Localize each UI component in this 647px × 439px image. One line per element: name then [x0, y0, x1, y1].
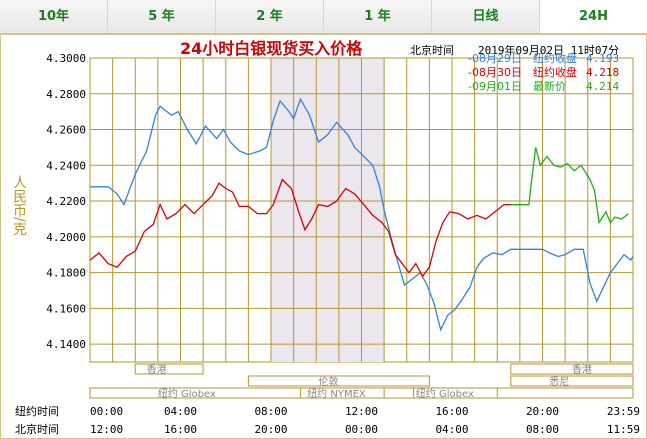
price-series-2 — [510, 147, 629, 225]
y-tick-label: 4.2200 — [46, 195, 86, 208]
y-tick-label: 4.1800 — [46, 267, 86, 280]
tab-daily[interactable]: 日线 — [432, 0, 540, 33]
x-tick-label: 16:00 — [164, 423, 197, 436]
y-tick-label: 4.1600 — [46, 302, 86, 315]
y-tick-label: 4.3000 — [46, 52, 86, 65]
tab-24h[interactable]: 24H — [540, 0, 647, 33]
x-tick-label: 20:00 — [254, 423, 287, 436]
tab-10y[interactable]: 10年 — [0, 0, 108, 33]
session-label: 香港 — [572, 364, 592, 376]
y-tick-label: 4.1400 — [46, 338, 86, 351]
shaded-period — [271, 58, 385, 362]
tab-5y[interactable]: 5 年 — [108, 0, 216, 33]
session-label: 纽约 NYMEX — [307, 387, 366, 400]
legend-value: 4.218 — [586, 66, 619, 79]
legend-value: 4.214 — [586, 80, 619, 93]
x-row-label: 纽约时间 — [15, 404, 59, 418]
chart-title: 24小时白银现货买入价格 — [180, 39, 363, 58]
legend-date: -08月29日 — [468, 52, 522, 65]
session-label: 香港 — [147, 364, 167, 376]
price-series-1 — [89, 178, 529, 278]
session-bar — [413, 387, 498, 399]
x-tick-label: 16:00 — [435, 405, 468, 418]
x-tick-label: 00:00 — [345, 423, 378, 436]
x-tick-label: 12:00 — [90, 423, 123, 436]
legend-kind: 纽约收盘 — [533, 51, 577, 65]
x-tick-label: 23:59 — [607, 405, 640, 418]
session-bar — [247, 375, 430, 387]
period-tabs: 10年 5 年 2 年 1 年 日线 24H — [0, 0, 647, 34]
legend-date: -09月01日 — [468, 80, 522, 93]
legend-date: -08月30日 — [468, 66, 522, 79]
x-tick-label: 04:00 — [435, 423, 468, 436]
session-label: 纽约 Globex — [158, 387, 216, 400]
time-label: 北京时间 — [410, 43, 454, 57]
y-tick-label: 4.2600 — [46, 124, 86, 137]
legend: -08月29日 纽约收盘 4.193 -08月30日 纽约收盘 4.218 -09月01日最… — [468, 51, 619, 93]
y-axis-label: 人民币/克 — [11, 175, 27, 237]
session-bar — [510, 363, 634, 375]
x-tick-label: 20:00 — [526, 405, 559, 418]
legend-kind: 纽约收盘 — [533, 65, 577, 79]
session-bar — [299, 387, 385, 399]
session-label: 纽约 Globex — [416, 387, 474, 400]
x-row-label: 北京时间 — [15, 422, 59, 436]
session-bar — [510, 375, 634, 387]
x-tick-label: 11:59 — [607, 423, 640, 436]
session-bar — [134, 363, 204, 375]
tab-1y[interactable]: 1 年 — [324, 0, 432, 33]
x-tick-label: 08:00 — [526, 423, 559, 436]
legend-value: 4.193 — [586, 52, 619, 65]
session-label: 伦敦 — [319, 375, 339, 388]
tab-2y[interactable]: 2 年 — [216, 0, 324, 33]
time-value: 2019年09月02日 11时07分 — [478, 43, 619, 57]
x-tick-label: 12:00 — [345, 405, 378, 418]
y-tick-label: 4.2400 — [46, 159, 86, 172]
price-series-0 — [90, 97, 634, 332]
y-tick-label: 4.2000 — [46, 231, 86, 244]
legend-kind: 最新价 — [533, 79, 566, 93]
x-tick-label: 04:00 — [164, 405, 197, 418]
x-tick-label: 08:00 — [254, 405, 287, 418]
session-label: 悉尼 — [549, 376, 569, 388]
y-tick-label: 4.2800 — [46, 88, 86, 101]
x-tick-label: 00:00 — [90, 405, 123, 418]
